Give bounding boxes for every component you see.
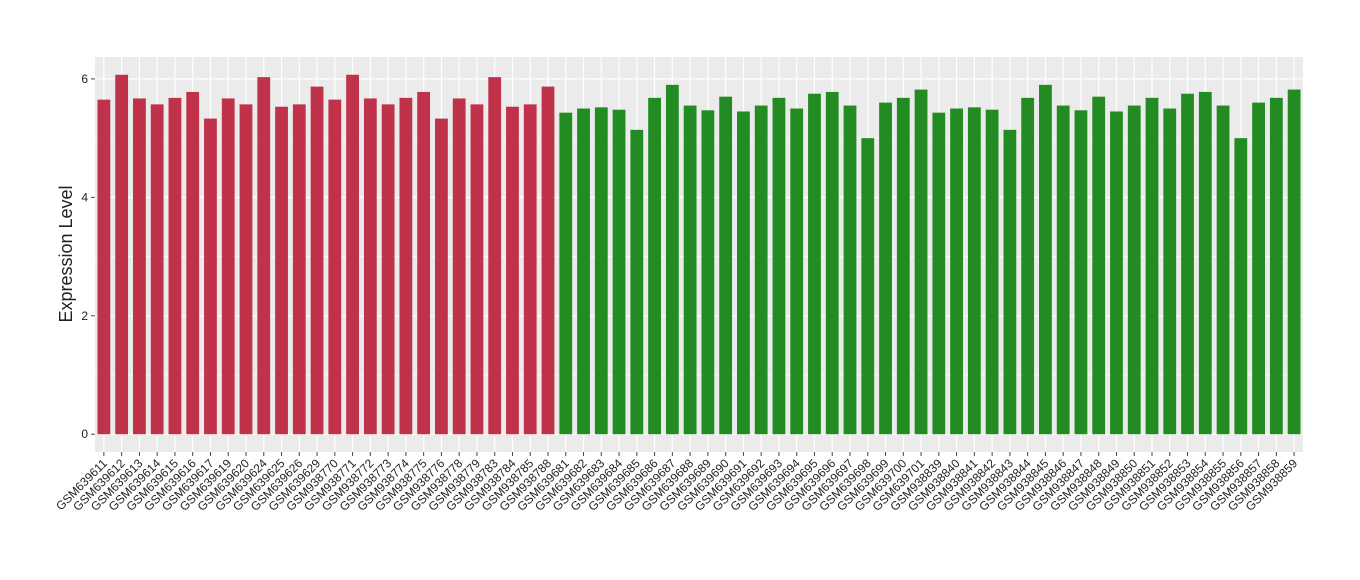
bar (115, 74, 129, 435)
bar (275, 106, 288, 435)
bar (790, 108, 804, 435)
bar (879, 102, 892, 435)
bar (257, 77, 271, 435)
bar (328, 99, 342, 435)
bar (435, 118, 448, 435)
bar (1181, 93, 1194, 435)
bar (399, 97, 413, 435)
bar (825, 91, 839, 435)
bar (221, 98, 235, 435)
bar (506, 106, 519, 435)
bar (1092, 96, 1106, 435)
bar (1039, 84, 1052, 435)
bar (861, 138, 875, 435)
bar (292, 104, 306, 435)
bar (950, 108, 963, 435)
bar (914, 89, 928, 435)
bar (1234, 138, 1248, 435)
bar (1287, 89, 1301, 435)
bar (363, 98, 377, 435)
bar (1003, 129, 1017, 435)
bar (594, 107, 608, 435)
bar (417, 91, 431, 435)
bar (719, 96, 733, 435)
bar (523, 104, 537, 435)
bar (737, 111, 750, 435)
bar (97, 99, 111, 435)
bar (843, 105, 857, 435)
bar (488, 77, 502, 435)
bar (1127, 105, 1141, 435)
y-axis-label: Expression Level (56, 185, 76, 322)
bar (808, 93, 821, 435)
bar (1269, 97, 1283, 435)
bar (1110, 111, 1123, 435)
bar (204, 118, 217, 435)
bar (1021, 97, 1035, 435)
bar (168, 97, 182, 435)
bar (1074, 110, 1088, 435)
bar (452, 98, 466, 435)
bar (967, 107, 981, 435)
bar (683, 105, 697, 435)
bar (701, 110, 715, 435)
bar (186, 91, 200, 435)
bar (470, 104, 484, 435)
bar (1145, 97, 1159, 435)
bar (239, 104, 253, 435)
bar (381, 104, 395, 435)
bar (541, 86, 555, 435)
bar (985, 109, 999, 435)
y-tick-label: 2 (81, 309, 88, 323)
y-tick-label: 6 (81, 72, 88, 86)
y-tick-label: 0 (81, 427, 88, 441)
bar (346, 74, 359, 435)
bar (896, 97, 910, 435)
bar (133, 98, 146, 435)
bar (577, 108, 590, 435)
bar (648, 97, 661, 435)
bar (665, 84, 679, 435)
bar (1163, 108, 1177, 435)
bar (1216, 105, 1230, 435)
bar (1252, 102, 1265, 435)
bar (559, 112, 573, 435)
bar (772, 97, 786, 435)
y-tick-label: 4 (81, 190, 88, 204)
bar (1198, 91, 1212, 435)
bar (932, 112, 946, 435)
bar (630, 129, 644, 435)
bar (612, 109, 626, 435)
bar (310, 86, 324, 435)
bar (1056, 105, 1070, 435)
bar (754, 105, 768, 435)
bar (150, 104, 164, 435)
